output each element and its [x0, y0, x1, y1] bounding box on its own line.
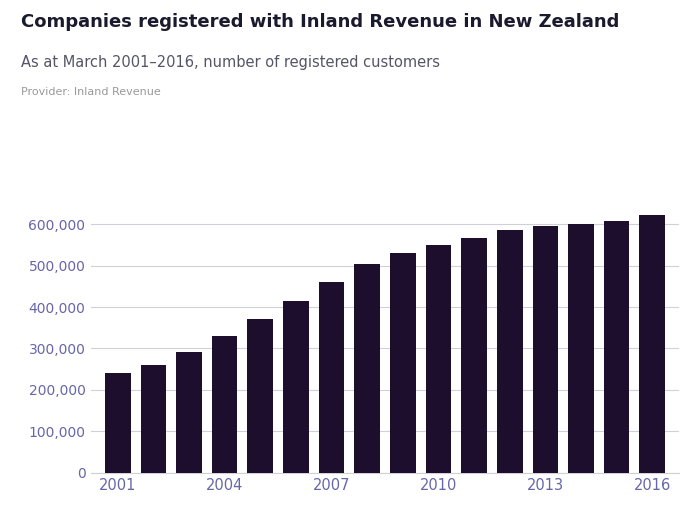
Text: figure.nz: figure.nz — [570, 17, 655, 34]
Text: As at March 2001–2016, number of registered customers: As at March 2001–2016, number of registe… — [21, 55, 440, 70]
Bar — [247, 319, 273, 472]
Bar — [390, 253, 416, 472]
Bar — [533, 226, 558, 472]
Bar — [283, 301, 309, 472]
Bar — [141, 364, 166, 472]
Bar — [604, 220, 629, 472]
Bar — [426, 245, 452, 472]
Bar — [105, 373, 131, 472]
Bar — [212, 336, 237, 472]
Bar — [568, 224, 594, 472]
Bar — [354, 265, 380, 472]
Text: Provider: Inland Revenue: Provider: Inland Revenue — [21, 87, 161, 97]
Bar — [318, 282, 344, 472]
Bar — [176, 352, 202, 472]
Text: Companies registered with Inland Revenue in New Zealand: Companies registered with Inland Revenue… — [21, 13, 620, 31]
Bar — [461, 237, 487, 472]
Bar — [497, 230, 523, 472]
Bar — [639, 215, 665, 472]
